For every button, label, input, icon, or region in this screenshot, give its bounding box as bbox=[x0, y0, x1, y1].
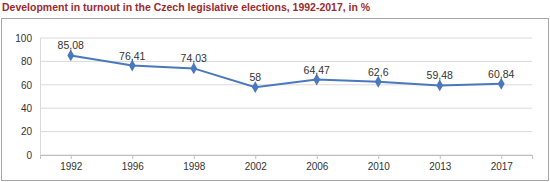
x-tick-label: 2017 bbox=[491, 161, 514, 172]
chart-frame bbox=[2, 19, 549, 181]
data-label: 85,08 bbox=[58, 39, 84, 51]
x-tick-label: 1996 bbox=[122, 161, 145, 172]
chart: Development in turnout in the Czech legi… bbox=[0, 0, 550, 182]
x-tick-mark bbox=[194, 155, 195, 159]
grid bbox=[40, 38, 532, 155]
plot-marks bbox=[67, 50, 504, 93]
x-tick-mark bbox=[317, 155, 318, 159]
data-label: 59,48 bbox=[427, 69, 453, 81]
data-label: 64,47 bbox=[304, 64, 330, 76]
data-label: 60,84 bbox=[488, 68, 514, 80]
y-tick-label: 60 bbox=[21, 80, 33, 91]
y-tick-label: 100 bbox=[15, 33, 32, 44]
x-tick: 2010 bbox=[368, 155, 391, 172]
x-tick-label: 2002 bbox=[245, 161, 268, 172]
x-tick-mark bbox=[501, 155, 502, 159]
x-tick-mark bbox=[255, 155, 256, 159]
x-axis: 1992 1996 1998 2002 2006 2010 2013 2017 bbox=[41, 155, 533, 172]
x-tick-label: 1998 bbox=[183, 161, 206, 172]
y-tick: 80 bbox=[21, 56, 40, 67]
y-tick: 0 bbox=[26, 150, 40, 161]
y-tick-label: 20 bbox=[21, 126, 33, 137]
y-tick-label: 40 bbox=[21, 103, 33, 114]
x-tick: 1998 bbox=[183, 155, 206, 172]
x-tick-label: 1992 bbox=[60, 161, 83, 172]
x-tick-mark bbox=[71, 155, 72, 159]
x-tick-mark bbox=[132, 155, 133, 159]
y-tick: 100 bbox=[15, 33, 40, 44]
y-tick-label: 0 bbox=[26, 150, 32, 161]
grid-line bbox=[40, 131, 532, 132]
x-tick-mark bbox=[378, 155, 379, 159]
x-tick-mark bbox=[440, 155, 441, 159]
x-tick: 1996 bbox=[122, 155, 145, 172]
data-labels: 85,08 76,41 74,03 58 64,47 62,6 59,48 60,84 bbox=[58, 39, 515, 83]
data-label: 74,03 bbox=[181, 52, 207, 64]
x-tick: 2017 bbox=[491, 155, 514, 172]
x-tick: 2006 bbox=[306, 155, 329, 172]
data-label: 62,6 bbox=[368, 66, 389, 78]
y-tick-label: 80 bbox=[21, 56, 33, 67]
x-axis-line bbox=[41, 156, 533, 160]
x-tick-label: 2013 bbox=[429, 161, 452, 172]
y-tick: 40 bbox=[21, 103, 40, 114]
x-tick-label: 2010 bbox=[368, 161, 391, 172]
x-tick: 2002 bbox=[245, 155, 268, 172]
grid-line bbox=[40, 38, 532, 39]
y-axis-line bbox=[40, 39, 41, 156]
data-label: 58 bbox=[249, 71, 261, 83]
x-tick: 1992 bbox=[60, 155, 83, 172]
y-tick: 20 bbox=[21, 126, 40, 137]
y-tick: 60 bbox=[21, 80, 40, 91]
grid-line bbox=[40, 108, 532, 109]
x-tick-label: 2006 bbox=[306, 161, 329, 172]
title: Development in turnout in the Czech legi… bbox=[2, 1, 371, 13]
x-tick: 2013 bbox=[429, 155, 452, 172]
data-label: 76,41 bbox=[119, 50, 145, 62]
y-axis: 0 20 40 60 80 100 bbox=[15, 33, 40, 161]
